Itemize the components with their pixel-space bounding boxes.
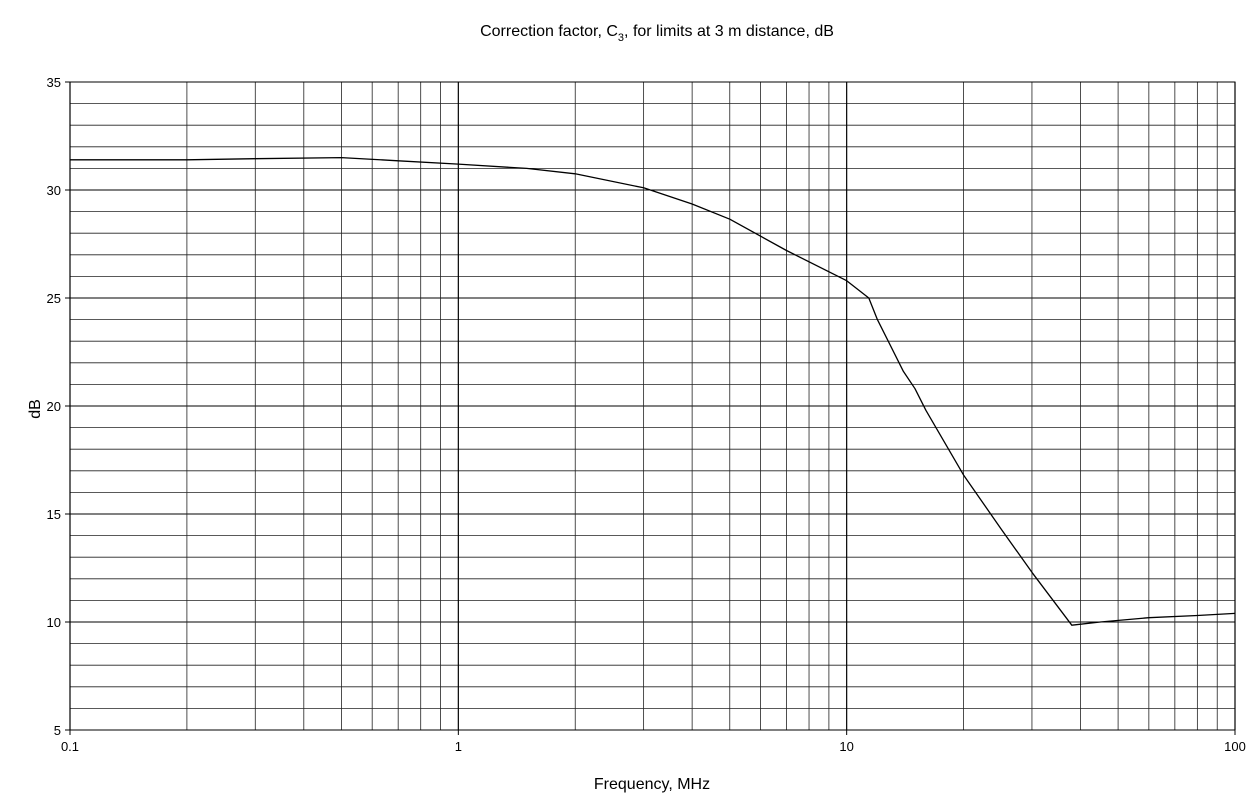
x-tick-label: 0.1 <box>61 739 79 754</box>
chart-title-rest: , for limits at 3 m distance, dB <box>624 23 834 40</box>
y-tick-label: 20 <box>47 399 61 414</box>
y-tick-label: 15 <box>47 507 61 522</box>
chart-title-main: Correction factor, C <box>480 23 618 40</box>
chart-title: Correction factor, C3, for limits at 3 m… <box>480 23 834 44</box>
y-tick-label: 10 <box>47 615 61 630</box>
x-tick-label: 10 <box>839 739 853 754</box>
chart-title-subscript: 3 <box>618 32 624 44</box>
series-line <box>70 156 1236 626</box>
x-tick-label: 100 <box>1224 739 1246 754</box>
x-tick-label: 1 <box>455 739 462 754</box>
y-axis-label: dB <box>27 399 44 419</box>
tick-labels: 0.1 1 10 100 5 10 15 20 25 30 35 <box>47 75 1246 754</box>
y-tick-label: 25 <box>47 291 61 306</box>
grid <box>69 81 1236 731</box>
x-axis-label: Frequency, MHz <box>594 776 710 793</box>
y-tick-label: 35 <box>47 75 61 90</box>
series-layer <box>70 156 1236 626</box>
y-tick-label: 30 <box>47 183 61 198</box>
y-tick-label: 5 <box>54 723 61 738</box>
